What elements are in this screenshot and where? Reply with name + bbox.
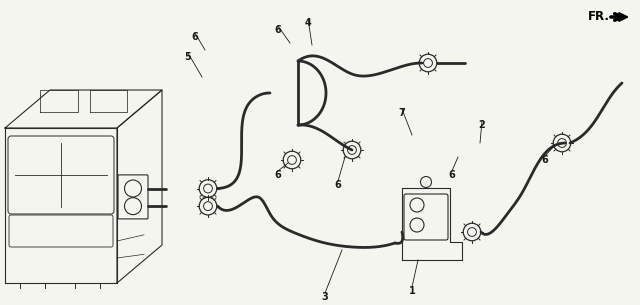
Text: 6: 6: [275, 170, 282, 180]
Text: 6: 6: [541, 155, 548, 165]
Text: 2: 2: [479, 120, 485, 130]
Text: 7: 7: [399, 108, 405, 118]
Text: FR.: FR.: [588, 10, 610, 23]
Text: 3: 3: [322, 292, 328, 302]
Text: 6: 6: [449, 170, 456, 180]
Text: 6: 6: [191, 32, 198, 42]
Text: 1: 1: [408, 286, 415, 296]
Text: 5: 5: [184, 52, 191, 62]
Text: 4: 4: [305, 18, 312, 28]
Text: 6: 6: [335, 180, 341, 190]
Text: 6: 6: [275, 25, 282, 35]
